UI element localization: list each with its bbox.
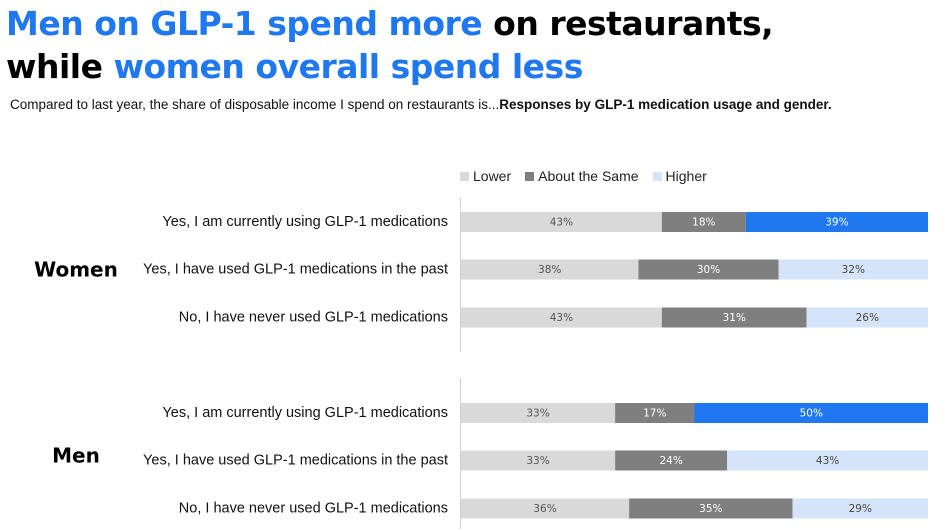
legend-item-higher: Higher <box>652 168 707 184</box>
value-label-women-0-higher: 39% <box>825 217 848 229</box>
title-line2-blue: women overall spend less <box>113 47 583 86</box>
value-label-men-0-same: 17% <box>643 408 666 420</box>
legend-item-lower: Lower <box>460 168 511 184</box>
title-line1-blue: Men on GLP-1 spend more <box>6 4 483 43</box>
chart-title: Men on GLP-1 spend more on restaurants, … <box>6 2 774 88</box>
bar-women-1-higher <box>778 259 928 280</box>
bar-women-2-lower <box>461 307 662 328</box>
chart-subtitle: Compared to last year, the share of disp… <box>10 97 832 112</box>
bar-men-0-lower <box>461 403 616 423</box>
value-label-women-0-lower: 43% <box>550 217 573 229</box>
value-label-women-2-same: 31% <box>723 312 746 324</box>
title-line1-black: on restaurants, <box>482 4 774 43</box>
bar-women-0-lower <box>461 212 662 232</box>
bar-men-0-higher <box>694 403 928 423</box>
row-label-women-0: Yes, I am currently using GLP-1 medicati… <box>162 214 448 230</box>
bar-men-1-same <box>615 450 728 471</box>
bar-women-0-higher <box>745 212 928 232</box>
bar-men-1-lower <box>461 450 616 471</box>
legend-item-same: About the Same <box>525 168 639 184</box>
bar-women-1-lower <box>461 259 639 280</box>
value-label-men-1-higher: 43% <box>816 455 839 467</box>
title-line-1: Men on GLP-1 spend more on restaurants, <box>6 2 774 45</box>
subtitle-note: Responses by GLP-1 medication usage and … <box>499 97 832 112</box>
value-label-men-2-same: 35% <box>699 503 722 515</box>
value-label-men-2-higher: 29% <box>849 503 872 515</box>
bar-men-2-lower <box>461 498 630 519</box>
value-label-women-0-same: 18% <box>692 217 715 229</box>
bar-men-2-same <box>629 498 793 519</box>
value-label-women-2-lower: 43% <box>550 312 573 324</box>
bar-women-2-same <box>661 307 807 328</box>
bar-men-0-same <box>615 403 695 423</box>
bar-men-2-higher <box>792 498 928 519</box>
value-label-men-0-higher: 50% <box>800 408 823 420</box>
legend-swatch-lower <box>460 171 469 181</box>
legend-label-same: About the Same <box>538 168 639 184</box>
group-label-women: Women <box>34 258 118 282</box>
title-line2-black: while <box>6 47 114 86</box>
legend-swatch-same <box>525 171 535 181</box>
value-label-men-1-lower: 33% <box>526 455 549 467</box>
row-label-women-2: No, I have never used GLP-1 medications <box>179 309 448 325</box>
title-line-2: while women overall spend less <box>6 45 773 88</box>
row-label-men-1: Yes, I have used GLP-1 medications in th… <box>143 452 448 468</box>
bar-men-1-higher <box>727 450 928 471</box>
row-label-men-2: No, I have never used GLP-1 medications <box>179 500 448 516</box>
value-label-women-2-higher: 26% <box>856 312 879 324</box>
bar-women-0-same <box>661 212 746 232</box>
value-label-men-0-lower: 33% <box>526 408 549 420</box>
bar-women-1-same <box>638 259 779 280</box>
value-label-women-1-same: 30% <box>697 264 720 276</box>
value-label-men-1-same: 24% <box>659 455 682 467</box>
group-label-men: Men <box>52 444 100 468</box>
subtitle-question: Compared to last year, the share of disp… <box>10 97 500 112</box>
legend-label-higher: Higher <box>665 168 707 184</box>
legend-swatch-higher <box>652 171 662 181</box>
legend-label-lower: Lower <box>473 168 512 184</box>
row-label-women-1: Yes, I have used GLP-1 medications in th… <box>143 261 448 277</box>
bar-women-2-higher <box>806 307 928 328</box>
chart-legend: Lower About the Same Higher <box>460 168 721 184</box>
value-label-women-1-higher: 32% <box>842 264 865 276</box>
row-label-men-0: Yes, I am currently using GLP-1 medicati… <box>162 405 448 421</box>
value-label-men-2-lower: 36% <box>533 503 556 515</box>
value-label-women-1-lower: 38% <box>538 264 561 276</box>
